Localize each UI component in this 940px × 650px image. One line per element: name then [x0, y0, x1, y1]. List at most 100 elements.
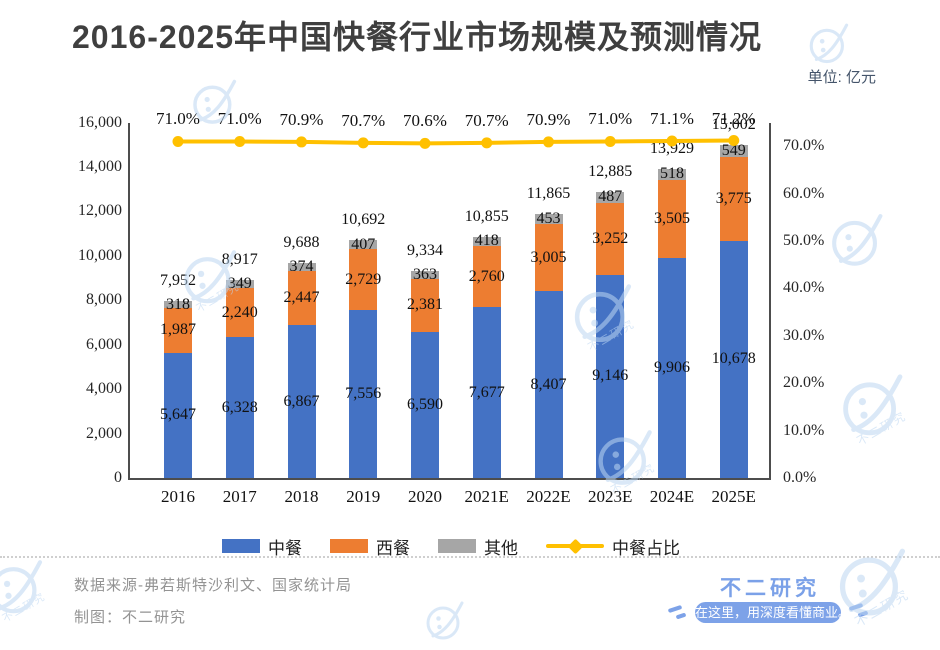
line-marker-point: [296, 136, 307, 148]
bar-segment-其他: [658, 168, 686, 180]
bar-segment-其他: [534, 214, 563, 225]
bar-value-label: 6,328: [221, 398, 258, 416]
bar-segment-其他: [164, 301, 192, 309]
line-marker-icon: [546, 538, 604, 555]
x-axis-category-label: 2024E: [649, 487, 695, 506]
line-point-label: 71.2%: [711, 108, 756, 128]
bar-value-label: 3,005: [530, 248, 567, 266]
bar-value-label: 418: [474, 232, 499, 250]
brand-tagline-badge: 在这里，用深度看懂商业。: [695, 602, 851, 623]
line-marker-point: [172, 135, 184, 147]
x-axis-category-label: 2019: [346, 487, 381, 506]
bar-segment-中餐: [225, 337, 254, 478]
bar-segment-中餐: [349, 310, 378, 478]
bar-value-label: 6,590: [407, 395, 443, 413]
bar-segment-西餐: [411, 278, 439, 332]
bar-value-label: 407: [351, 235, 376, 253]
bar-value-label: 3,252: [592, 229, 629, 247]
legend-label: 西餐: [376, 538, 410, 558]
bar-segment-中餐: [472, 307, 501, 478]
chinese-food-swatch-icon: [222, 539, 260, 553]
bar-segment-西餐: [658, 180, 686, 258]
y-axis-left-tick-label: 0: [114, 469, 122, 486]
bar-segment-其他: [287, 262, 316, 272]
bar-value-label: 7,556: [345, 385, 382, 403]
line-point-label: 71.0%: [156, 109, 200, 129]
bar-total-label: 10,855: [464, 207, 509, 225]
bar-value-label: 2,729: [345, 270, 382, 288]
bar-value-label: 10,678: [711, 350, 756, 368]
y-axis-left-tick-label: 14,000: [78, 157, 122, 175]
line-point-label: 71.0%: [588, 109, 633, 129]
other-swatch-icon: [438, 539, 476, 553]
unit-label: 单位: 亿元: [807, 69, 876, 86]
line-marker-point: [604, 135, 616, 147]
y-axis-right-tick-label: 20.0%: [783, 374, 825, 392]
bar-segment-西餐: [472, 246, 501, 308]
bar-total-label: 11,865: [526, 185, 571, 203]
bar-value-label: 7,677: [468, 383, 505, 401]
bar-value-label: 487: [598, 188, 623, 206]
bar-segment-中餐: [287, 325, 316, 478]
x-axis-category-label: 2020: [408, 487, 442, 506]
line-marker-point: [543, 136, 554, 148]
data-source-text: 数据来源-弗若斯特沙利文、国家统计局: [74, 577, 352, 594]
bar-value-label: 453: [536, 210, 561, 228]
bar-value-label: 5,647: [160, 406, 196, 424]
y-axis-left-tick-label: 16,000: [78, 113, 122, 131]
x-axis-category-label: 2025E: [711, 487, 756, 506]
y-axis-left-tick-label: 12,000: [78, 202, 122, 220]
bar-value-label: 2,240: [221, 303, 258, 321]
bar-segment-西餐: [596, 202, 625, 275]
bar-value-label: 2,447: [283, 289, 320, 307]
bar-total-label: 15,002: [711, 115, 756, 133]
y-axis-left-tick-label: 10,000: [78, 246, 122, 264]
bar-value-label: 3,505: [654, 209, 690, 227]
bar-value-label: 1,987: [160, 321, 196, 339]
bar-value-label: 6,867: [283, 392, 320, 410]
y-axis-right-line: [769, 122, 771, 480]
line-marker-point: [419, 137, 431, 149]
line-marker-point: [357, 137, 369, 149]
bar-value-label: 549: [721, 141, 746, 159]
x-axis-category-label: 2021E: [464, 487, 509, 506]
bar-segment-西餐: [164, 308, 192, 353]
x-axis-category-label: 2016: [161, 487, 195, 506]
bar-value-label: 3,775: [715, 189, 752, 207]
bar-segment-中餐: [164, 352, 192, 478]
legend-label: 中餐占比: [612, 538, 680, 558]
bar-value-label: 8,407: [530, 375, 567, 393]
legend-label: 中餐: [268, 538, 302, 558]
y-axis-left-line: [128, 122, 130, 480]
bar-segment-西餐: [349, 249, 378, 311]
bar-value-label: 9,146: [592, 367, 629, 385]
y-axis-right-tick-label: 40.0%: [783, 279, 825, 297]
line-marker-point: [234, 135, 246, 147]
y-axis-left-tick-label: 2,000: [86, 424, 122, 442]
bar-segment-其他: [411, 270, 439, 279]
line-point-label: 70.7%: [464, 110, 509, 130]
y-axis-left-tick-label: 6,000: [86, 335, 122, 353]
line-marker-point: [481, 137, 493, 149]
bar-total-label: 12,885: [588, 162, 633, 180]
y-axis-left-tick-label: 8,000: [86, 291, 122, 309]
line-point-label: 70.7%: [341, 110, 386, 130]
credit-text: 制图：不二研究: [74, 609, 187, 626]
legend-item-western-food: 西餐: [330, 534, 410, 559]
bar-segment-中餐: [411, 331, 439, 478]
y-axis-left-tick-label: 4,000: [86, 380, 122, 398]
y-axis-right-tick-label: 50.0%: [783, 232, 825, 249]
line-point-label: 71.1%: [650, 108, 694, 128]
bar-total-label: 9,334: [407, 241, 443, 259]
x-axis-category-label: 2018: [284, 487, 319, 506]
bar-segment-中餐: [658, 257, 686, 478]
western-food-swatch-icon: [330, 539, 368, 553]
y-axis-right-tick-label: 0.0%: [783, 469, 817, 486]
bar-value-label: 2,381: [407, 296, 443, 314]
legend-item-other: 其他: [438, 534, 518, 559]
line-point-label: 70.9%: [279, 109, 324, 129]
y-axis-right-tick-label: 60.0%: [783, 184, 825, 202]
bar-segment-西餐: [287, 271, 316, 326]
